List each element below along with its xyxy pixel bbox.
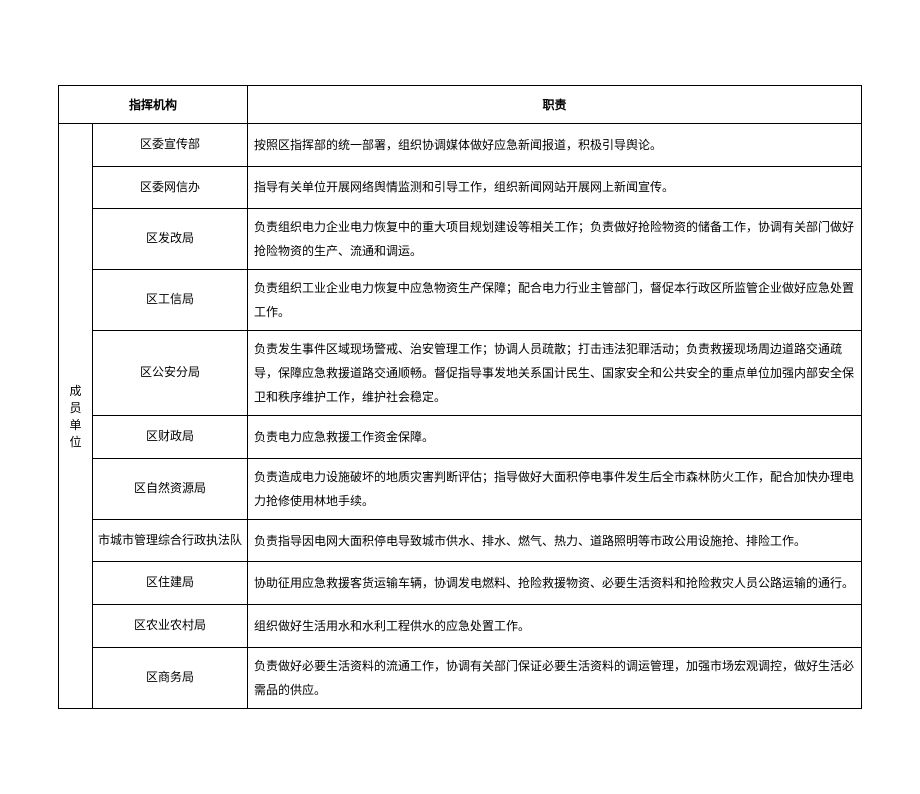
group-label-char: 员	[69, 399, 81, 416]
org-cell: 区工信局	[93, 270, 248, 331]
group-label-char: 成	[69, 382, 81, 399]
org-cell: 区财政局	[93, 416, 248, 459]
table-row: 区委网信办指导有关单位开展网络舆情监测和引导工作，组织新闻网站开展网上新闻宣传。	[59, 166, 862, 209]
table-row: 市城市管理综合行政执法队负责指导因电网大面积停电导致城市供水、排水、燃气、热力、…	[59, 519, 862, 562]
table-row: 区财政局负责电力应急救援工作资金保障。	[59, 416, 862, 459]
duty-cell: 负责做好必要生活资料的流通工作，协调有关部门保证必要生活资料的调运管理，加强市场…	[248, 647, 862, 708]
duty-cell: 协助征用应急救援客货运输车辆，协调发电燃料、抢险救援物资、必要生活资料和抢险救灾…	[248, 562, 862, 605]
table-row: 区发改局负责组织电力企业电力恢复中的重大项目规划建设等相关工作；负责做好抢险物资…	[59, 209, 862, 270]
group-label-cell: 成员单位	[59, 124, 93, 709]
duty-cell: 按照区指挥部的统一部署，组织协调媒体做好应急新闻报道，积极引导舆论。	[248, 124, 862, 167]
org-cell: 区自然资源局	[93, 458, 248, 519]
table-row: 区住建局协助征用应急救援客货运输车辆，协调发电燃料、抢险救援物资、必要生活资料和…	[59, 562, 862, 605]
duty-cell: 组织做好生活用水和水利工程供水的应急处置工作。	[248, 604, 862, 647]
header-org: 指挥机构	[59, 86, 248, 124]
org-cell: 区公安分局	[93, 331, 248, 416]
table-row: 区公安分局负责发生事件区域现场警戒、治安管理工作；协调人员疏散；打击违法犯罪活动…	[59, 331, 862, 416]
org-cell: 区委网信办	[93, 166, 248, 209]
table-row: 区工信局负责组织工业企业电力恢复中应急物资生产保障；配合电力行业主管部门，督促本…	[59, 270, 862, 331]
table-row: 区商务局负责做好必要生活资料的流通工作，协调有关部门保证必要生活资料的调运管理，…	[59, 647, 862, 708]
header-duty: 职责	[248, 86, 862, 124]
group-label-char: 单	[69, 416, 81, 433]
org-cell: 区商务局	[93, 647, 248, 708]
org-cell: 区委宣传部	[93, 124, 248, 167]
duty-cell: 负责组织电力企业电力恢复中的重大项目规划建设等相关工作；负责做好抢险物资的储备工…	[248, 209, 862, 270]
org-cell: 市城市管理综合行政执法队	[93, 519, 248, 562]
org-cell: 区农业农村局	[93, 604, 248, 647]
table-row: 区农业农村局组织做好生活用水和水利工程供水的应急处置工作。	[59, 604, 862, 647]
org-cell: 区发改局	[93, 209, 248, 270]
duty-cell: 负责组织工业企业电力恢复中应急物资生产保障；配合电力行业主管部门，督促本行政区所…	[248, 270, 862, 331]
duty-cell: 负责造成电力设施破坏的地质灾害判断评估；指导做好大面积停电事件发生后全市森林防火…	[248, 458, 862, 519]
org-duty-table: 指挥机构职责成员单位区委宣传部按照区指挥部的统一部署，组织协调媒体做好应急新闻报…	[58, 85, 862, 709]
duty-cell: 指导有关单位开展网络舆情监测和引导工作，组织新闻网站开展网上新闻宣传。	[248, 166, 862, 209]
table-row: 区自然资源局负责造成电力设施破坏的地质灾害判断评估；指导做好大面积停电事件发生后…	[59, 458, 862, 519]
table-row: 成员单位区委宣传部按照区指挥部的统一部署，组织协调媒体做好应急新闻报道，积极引导…	[59, 124, 862, 167]
group-label-char: 位	[69, 433, 81, 450]
org-cell: 区住建局	[93, 562, 248, 605]
duty-cell: 负责发生事件区域现场警戒、治安管理工作；协调人员疏散；打击违法犯罪活动；负责救援…	[248, 331, 862, 416]
duty-cell: 负责电力应急救援工作资金保障。	[248, 416, 862, 459]
duty-cell: 负责指导因电网大面积停电导致城市供水、排水、燃气、热力、道路照明等市政公用设施抢…	[248, 519, 862, 562]
